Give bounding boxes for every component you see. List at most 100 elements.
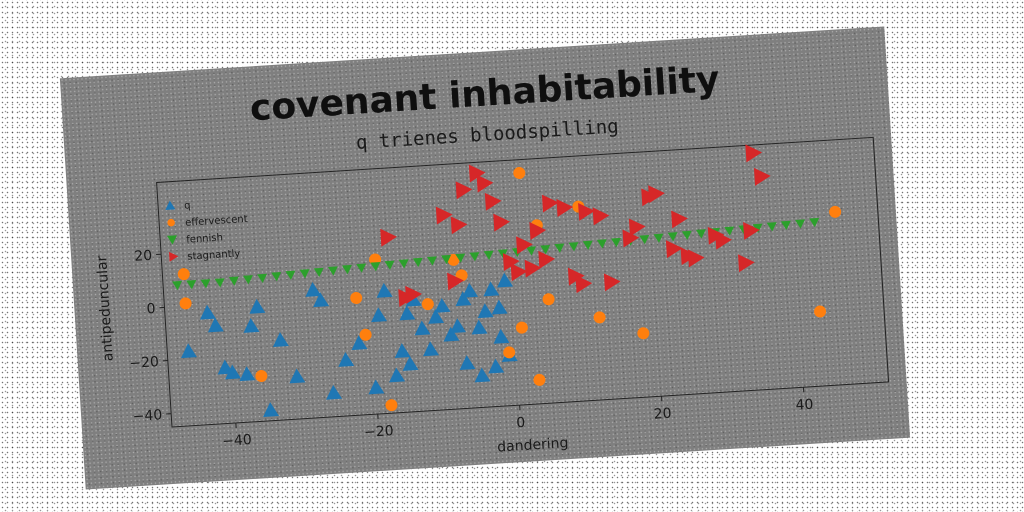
data-point — [239, 366, 256, 382]
data-point — [450, 318, 467, 334]
data-point — [214, 278, 225, 288]
data-point — [474, 367, 491, 383]
data-point — [829, 205, 842, 218]
data-point — [327, 266, 338, 276]
data-point — [745, 144, 763, 163]
legend-label: q — [184, 200, 191, 211]
data-point — [648, 185, 665, 204]
data-point — [814, 305, 827, 318]
chart-subtitle: q trienes bloodspilling — [355, 115, 619, 153]
data-point — [443, 326, 460, 342]
data-point — [405, 291, 422, 307]
data-point — [455, 181, 473, 200]
series-stagnantly — [380, 144, 771, 307]
chart-title: covenant inhabitability — [249, 59, 721, 129]
data-point — [529, 222, 547, 241]
data-point — [394, 343, 411, 359]
series-fennish — [172, 217, 820, 291]
data-point — [172, 280, 183, 291]
data-point — [272, 332, 289, 348]
data-point — [483, 250, 494, 260]
legend-marker — [166, 235, 177, 245]
legend-marker — [165, 200, 176, 210]
data-point — [667, 232, 678, 242]
data-point — [766, 222, 777, 232]
y-tick-label: 0 — [146, 301, 156, 318]
data-point — [455, 253, 466, 263]
data-point — [342, 264, 353, 275]
data-point — [671, 210, 688, 229]
data-point — [255, 370, 268, 383]
data-point — [491, 299, 508, 315]
y-tick-label: 20 — [134, 248, 153, 265]
data-point — [780, 220, 791, 231]
data-point — [575, 275, 593, 294]
data-point — [592, 207, 610, 226]
data-point — [596, 239, 607, 249]
data-point — [578, 202, 595, 221]
data-point — [423, 341, 440, 357]
data-point — [385, 399, 398, 412]
data-point — [502, 253, 520, 272]
data-point — [582, 240, 593, 250]
data-point — [503, 346, 516, 359]
data-point — [556, 198, 574, 217]
data-point — [376, 282, 393, 298]
data-point — [524, 259, 542, 278]
x-axis-label: dandering — [497, 435, 569, 455]
data-point — [724, 226, 735, 236]
legend-marker — [167, 218, 175, 227]
data-point — [447, 253, 460, 266]
y-tick-label: −20 — [129, 354, 159, 372]
data-point — [468, 164, 486, 183]
data-point — [687, 249, 705, 268]
data-point — [665, 240, 683, 259]
data-point — [350, 291, 363, 304]
legend-label: stagnantly — [187, 248, 241, 262]
data-point — [200, 279, 211, 289]
data-point — [380, 228, 397, 247]
data-point — [493, 213, 510, 232]
data-point — [181, 343, 197, 359]
data-point — [242, 275, 253, 285]
x-tick-label: 0 — [516, 415, 526, 432]
chart-figure: covenant inhabitability q trienes bloods… — [59, 26, 911, 490]
data-point — [225, 364, 242, 380]
data-point — [414, 320, 431, 336]
data-point — [493, 328, 510, 344]
data-point — [593, 311, 606, 324]
data-point — [515, 321, 528, 334]
data-point — [384, 260, 395, 270]
legend-label: fennish — [186, 232, 223, 245]
data-point — [743, 221, 760, 240]
data-point — [313, 267, 324, 278]
data-point — [752, 223, 763, 233]
x-tick-label: −40 — [222, 432, 252, 450]
data-point — [477, 303, 494, 319]
data-point — [610, 237, 621, 248]
ticks-layer: −40 −20 0 20 40 −40 −20 0 20 — [129, 248, 814, 450]
data-point — [568, 242, 579, 252]
axes-frame — [156, 136, 890, 428]
x-tick-label: −20 — [364, 423, 394, 441]
data-point — [359, 328, 372, 341]
data-point — [628, 218, 646, 237]
data-point — [249, 298, 266, 314]
data-point — [622, 229, 640, 248]
data-point — [488, 358, 505, 374]
data-point — [207, 317, 224, 333]
data-point — [399, 305, 416, 321]
data-point — [639, 234, 650, 245]
data-point — [497, 272, 514, 288]
data-point — [263, 402, 280, 417]
data-point — [421, 298, 434, 311]
data-point — [179, 297, 192, 310]
data-point — [540, 244, 551, 255]
legend-label: effervescent — [185, 214, 248, 229]
data-point — [412, 257, 423, 268]
data-point — [681, 230, 692, 241]
data-point — [459, 355, 476, 370]
data-point — [370, 262, 381, 272]
data-point — [603, 273, 621, 292]
data-point — [299, 269, 310, 279]
